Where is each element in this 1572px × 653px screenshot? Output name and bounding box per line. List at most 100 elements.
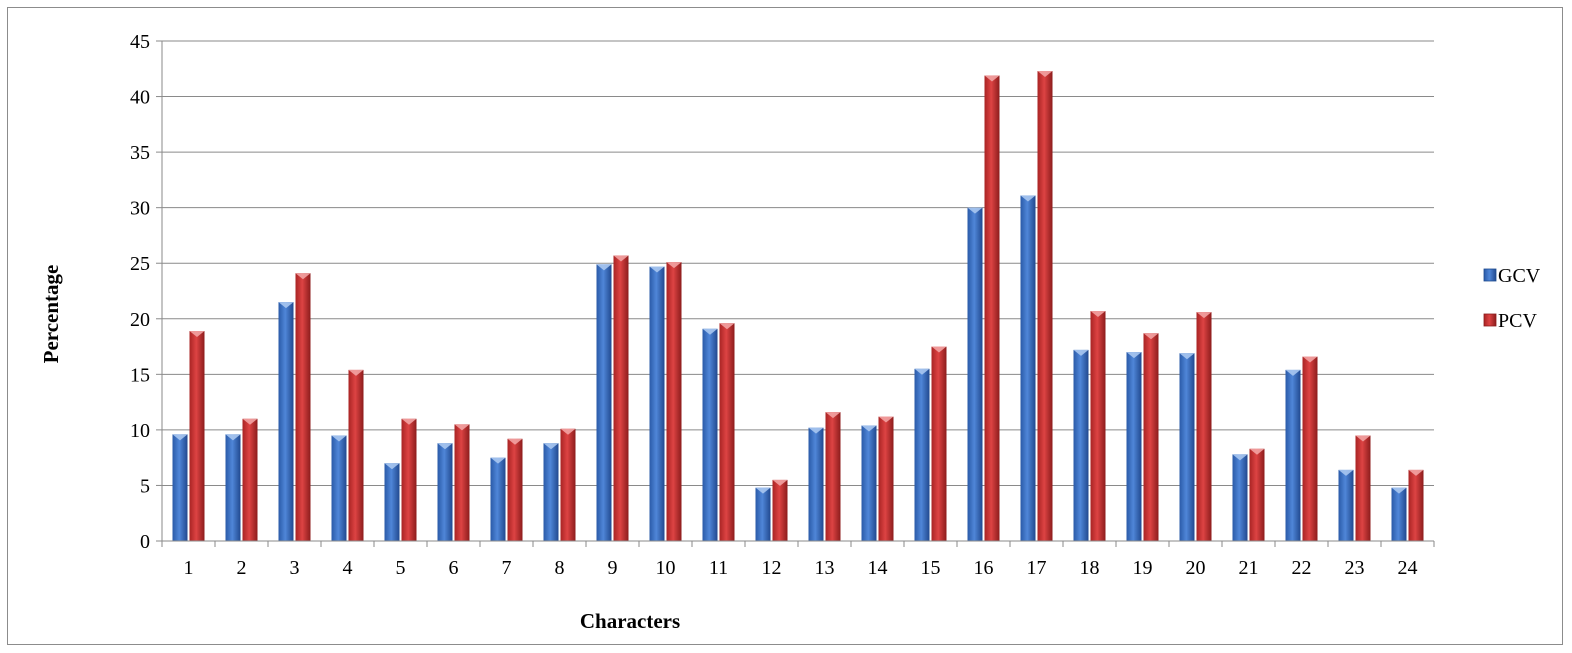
bar-body <box>613 255 629 541</box>
bar-pcv <box>1249 448 1265 541</box>
x-tick-label: 8 <box>555 557 565 579</box>
bar-body <box>984 75 1000 541</box>
x-tick-label: 18 <box>1080 557 1100 579</box>
bar-pcv <box>1037 71 1053 541</box>
x-tick-label: 16 <box>974 557 994 579</box>
bar-gcv <box>278 302 294 541</box>
bar-top-bevel <box>878 416 894 423</box>
x-tick-label: 4 <box>343 557 353 579</box>
bar-top-bevel <box>967 207 983 214</box>
x-tick-label: 15 <box>921 557 941 579</box>
axes <box>161 41 1434 542</box>
y-axis-title: Percentage <box>39 265 63 364</box>
bar-top-bevel <box>808 427 824 434</box>
bar-gcv <box>755 487 771 541</box>
x-tick-label: 22 <box>1292 557 1312 579</box>
bar-pcv <box>454 424 470 541</box>
bar-body <box>1408 469 1424 541</box>
bar-pcv <box>1196 312 1212 541</box>
x-tick-label: 13 <box>815 557 835 579</box>
bar-top-bevel <box>507 438 523 445</box>
bar-body <box>507 438 523 541</box>
x-tick-label: 19 <box>1133 557 1153 579</box>
bar-body <box>331 435 347 541</box>
bar-body <box>437 443 453 541</box>
bar-gcv <box>543 443 559 541</box>
legend-label: PCV <box>1498 310 1537 332</box>
bar-body <box>242 418 258 541</box>
bar-body <box>914 368 930 541</box>
bar-gcv <box>702 328 718 541</box>
x-tick-label: 10 <box>656 557 676 579</box>
x-tick-label: 20 <box>1186 557 1206 579</box>
bar-body <box>825 412 841 541</box>
bar-body <box>808 427 824 541</box>
bar-pcv <box>1302 356 1318 541</box>
bar-pcv <box>1143 333 1159 541</box>
bar-body <box>1285 369 1301 541</box>
bar-pcv <box>1090 311 1106 541</box>
bar-body <box>1355 435 1371 541</box>
bar-top-bevel <box>914 368 930 375</box>
bar-body <box>596 264 612 541</box>
bar-body <box>755 487 771 541</box>
x-tick-label: 17 <box>1027 557 1047 579</box>
bar-body <box>1037 71 1053 541</box>
bar-top-bevel <box>931 346 947 353</box>
bar-body <box>454 424 470 541</box>
gridlines <box>156 40 1435 547</box>
y-tick-label: 25 <box>130 253 150 275</box>
bar-top-bevel <box>1179 353 1195 360</box>
bar-gcv <box>437 443 453 541</box>
legend-item-gcv: GCV <box>1483 265 1541 287</box>
bar-pcv <box>719 323 735 541</box>
bar-body <box>861 425 877 541</box>
bar-top-bevel <box>1196 312 1212 319</box>
x-tick-label: 6 <box>449 557 459 579</box>
bar-gcv <box>861 425 877 541</box>
bar-top-bevel <box>384 463 400 470</box>
bar-top-bevel <box>348 369 364 376</box>
bar-gcv <box>1179 353 1195 541</box>
bar-body <box>560 428 576 541</box>
bar-top-bevel <box>1037 71 1053 77</box>
bar-gcv <box>914 368 930 541</box>
bar-body <box>1196 312 1212 541</box>
bar-top-bevel <box>1073 349 1089 356</box>
bar-gcv <box>1073 349 1089 541</box>
x-tick-label: 14 <box>868 557 888 579</box>
legend-item-pcv: PCV <box>1483 310 1537 332</box>
y-tick-label: 35 <box>130 142 150 164</box>
bar-top-bevel <box>1355 435 1371 442</box>
bar-body <box>384 463 400 541</box>
legend-swatch <box>1483 313 1497 327</box>
bar-body <box>1391 487 1407 541</box>
bar-top-bevel <box>543 443 559 450</box>
bar-pcv <box>189 331 205 541</box>
bar-top-bevel <box>490 457 506 464</box>
bar-body <box>649 266 665 541</box>
bar-top-bevel <box>331 435 347 442</box>
x-tick-label: 23 <box>1345 557 1365 579</box>
bar-pcv <box>507 438 523 541</box>
bar-top-bevel <box>825 412 841 419</box>
bar-body <box>295 273 311 541</box>
bar-top-bevel <box>1249 448 1265 455</box>
bar-top-bevel <box>1391 487 1407 494</box>
chart-frame: 0 5 10 15 20 25 30 35 40 45 1 2 3 4 5 6 7 8 9 10 11 12 13 14 15 1… <box>7 7 1563 645</box>
bar-body <box>1179 353 1195 541</box>
bar-pcv <box>1355 435 1371 541</box>
bar-body <box>172 434 188 541</box>
bar-gcv <box>1285 369 1301 541</box>
x-tick-label: 9 <box>608 557 618 579</box>
bar-body <box>1073 349 1089 541</box>
bar-pcv <box>560 428 576 541</box>
bar-gcv <box>490 457 506 541</box>
bar-top-bevel <box>189 331 205 337</box>
y-tick-label: 40 <box>130 87 150 109</box>
bar-top-bevel <box>1285 369 1301 376</box>
bar-top-bevel <box>702 328 718 335</box>
bar-top-bevel <box>984 75 1000 82</box>
